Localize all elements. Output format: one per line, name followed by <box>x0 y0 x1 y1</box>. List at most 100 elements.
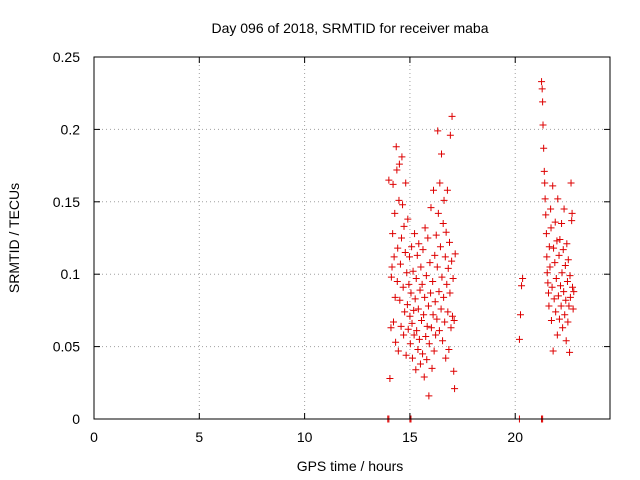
data-point <box>401 308 409 316</box>
data-point <box>427 324 435 332</box>
data-point <box>557 302 565 310</box>
data-point <box>538 78 546 86</box>
srmtid-series <box>385 78 578 400</box>
data-point <box>387 273 395 281</box>
data-point <box>538 85 546 93</box>
data-point <box>437 305 445 313</box>
data-point <box>416 360 424 368</box>
data-point <box>451 385 459 393</box>
data-point <box>565 302 573 310</box>
data-point <box>401 248 409 256</box>
data-point <box>405 280 413 288</box>
data-point <box>393 277 401 285</box>
data-point <box>425 392 433 400</box>
data-point <box>562 296 570 304</box>
data-point <box>395 196 403 204</box>
data-point <box>392 143 400 151</box>
data-points <box>384 78 578 423</box>
data-point <box>386 374 394 382</box>
grid <box>94 57 610 419</box>
data-point <box>439 220 447 228</box>
data-point <box>408 243 416 251</box>
data-point <box>570 288 578 296</box>
data-point <box>552 275 560 283</box>
data-point <box>564 318 572 326</box>
data-point <box>549 182 557 190</box>
data-point <box>450 367 458 375</box>
data-point <box>410 331 418 339</box>
data-point <box>566 272 574 280</box>
data-point <box>394 244 402 252</box>
data-point <box>420 373 428 381</box>
data-point <box>435 288 443 296</box>
data-point <box>422 272 430 280</box>
plot-frame <box>93 56 611 420</box>
data-point <box>414 345 422 353</box>
data-point <box>395 160 403 168</box>
data-point <box>555 251 563 259</box>
data-point <box>547 317 555 325</box>
data-point <box>553 331 561 339</box>
data-point <box>550 244 558 252</box>
data-point <box>419 246 427 254</box>
data-point <box>429 311 437 319</box>
x-tick-label: 15 <box>402 429 418 445</box>
data-point <box>541 195 549 203</box>
data-point <box>408 319 416 327</box>
data-point <box>431 298 439 306</box>
data-point <box>568 217 576 225</box>
data-point <box>438 150 446 158</box>
y-tick-label: 0.1 <box>61 266 81 282</box>
x-tick-label: 20 <box>507 429 523 445</box>
data-point <box>420 311 428 319</box>
data-point <box>390 253 398 261</box>
chart-title: Day 096 of 2018, SRMTID for receiver mab… <box>211 20 488 36</box>
data-point <box>541 179 549 187</box>
data-point <box>440 293 448 301</box>
data-point <box>415 335 423 343</box>
data-point <box>445 345 453 353</box>
data-point <box>436 179 444 187</box>
data-point <box>553 237 561 245</box>
data-point <box>430 347 438 355</box>
data-point <box>399 283 407 291</box>
data-point <box>403 269 411 277</box>
data-point <box>443 186 451 194</box>
data-point <box>407 289 415 297</box>
data-point <box>433 263 441 271</box>
data-point <box>539 98 547 106</box>
data-point <box>406 312 414 320</box>
data-point <box>423 322 431 330</box>
data-point <box>442 228 450 236</box>
data-point <box>397 234 405 242</box>
data-point <box>545 302 553 310</box>
axis-ticks: 0 5 10 15 20 0 0.05 0.1 0.15 0.2 0.25 <box>53 49 610 445</box>
data-point <box>566 348 574 356</box>
data-point <box>446 238 454 246</box>
data-point <box>444 264 452 272</box>
data-point <box>544 279 552 287</box>
data-point <box>543 253 551 261</box>
data-point <box>391 209 399 217</box>
data-point <box>421 293 429 301</box>
data-point <box>561 311 569 319</box>
data-point <box>555 315 563 323</box>
data-point <box>542 230 550 238</box>
x-tick-label: 10 <box>297 429 313 445</box>
data-point <box>518 282 526 290</box>
y-tick-label: 0.15 <box>53 194 80 210</box>
data-point <box>404 325 412 333</box>
y-tick-label: 0.25 <box>53 49 80 65</box>
data-point <box>545 289 553 297</box>
data-point <box>433 315 441 323</box>
data-point <box>411 295 419 303</box>
data-point <box>559 324 567 332</box>
data-point <box>434 127 442 135</box>
data-point <box>411 230 419 238</box>
data-point <box>387 324 395 332</box>
data-point <box>409 267 417 275</box>
data-point <box>426 259 434 267</box>
data-point <box>439 337 447 345</box>
data-point <box>389 180 397 188</box>
